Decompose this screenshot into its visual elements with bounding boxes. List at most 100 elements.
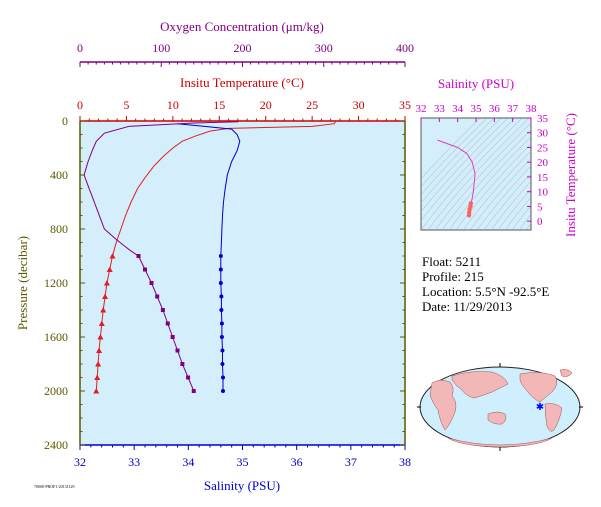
density-contour xyxy=(421,118,495,196)
float-location-marker: ✱ xyxy=(536,402,544,413)
temperature-data-point xyxy=(100,307,107,313)
temperature-data-point xyxy=(93,388,100,394)
ts-y-tick-label: 25 xyxy=(537,142,549,154)
salinity-axis: 32 33 34 35 36 37 38 xyxy=(74,444,411,469)
oxygen-tick-label: 200 xyxy=(234,41,252,55)
temperature-tick-label: 5 xyxy=(123,98,129,112)
temperature-data-point xyxy=(97,334,104,340)
date: Date: 11/29/2013 xyxy=(422,299,513,314)
oxygen-data-point xyxy=(186,375,191,380)
density-contour xyxy=(483,172,531,230)
ts-y-tick-label: 35 xyxy=(537,113,549,125)
ts-x-tick-label: 32 xyxy=(416,103,427,115)
oxygen-axis: 0 100 200 300 400 xyxy=(77,41,414,67)
float-info: Float: 5211 Profile: 215 Location: 5.5°N… xyxy=(422,254,549,314)
oxygen-data-point xyxy=(136,254,141,258)
temperature-tick-label: 0 xyxy=(77,98,83,112)
temperature-data-point xyxy=(95,361,102,367)
salinity-tick-label: 37 xyxy=(345,455,357,469)
oxygen-tick-label: 100 xyxy=(152,41,170,55)
ts-y-tick-label: 10 xyxy=(537,187,549,199)
salinity-tick-label: 36 xyxy=(291,455,303,469)
pressure-axis-label: Pressure (decibar) xyxy=(15,236,30,330)
ts-y-tick-label: 15 xyxy=(537,172,549,184)
density-contour xyxy=(421,118,502,204)
temperature-tick-label: 20 xyxy=(260,98,272,112)
ts-x-tick-label: 33 xyxy=(434,103,446,115)
salinity-data-point xyxy=(219,308,224,312)
oxygen-data-point xyxy=(175,348,180,353)
ts-x-tick-label: 34 xyxy=(452,103,464,115)
salinity-tick-label: 35 xyxy=(237,455,249,469)
density-contour xyxy=(441,129,531,230)
main-profile-plot xyxy=(79,120,406,446)
pressure-tick-label: 800 xyxy=(50,222,68,236)
ts-y-tick-label: 5 xyxy=(537,201,543,213)
ts-x-tick-label: 36 xyxy=(489,103,501,115)
pressure-axis: 0 400 800 1200 1600 2000 2400 xyxy=(44,114,406,452)
temperature-data-point xyxy=(109,253,116,259)
main-axes: 0 100 200 300 400 0 5 10 15 20 25 30 35 32 33 34 35 36 3… xyxy=(44,41,414,469)
temperature-tick-label: 10 xyxy=(167,98,179,112)
temperature-profile-line xyxy=(95,121,336,392)
density-contour xyxy=(421,118,509,213)
density-contour xyxy=(421,118,481,180)
salinity-data-point xyxy=(218,281,223,285)
temperature-tick-label: 15 xyxy=(213,98,225,112)
ts-y-tick-label: 0 xyxy=(537,216,543,228)
map-land xyxy=(429,369,573,448)
ts-ylabel: Insitu Temperature (°C) xyxy=(563,113,578,237)
float-id: Float: 5211 xyxy=(422,254,482,269)
ts-diagram: 32 33 34 35 36 37 38 0 5 10 15 20 25 30 35 xyxy=(416,103,549,231)
density-contour xyxy=(476,165,531,230)
salinity-profile-line xyxy=(177,123,241,391)
ts-x-tick-label: 37 xyxy=(507,103,519,115)
pressure-tick-label: 1600 xyxy=(44,330,68,344)
oxygen-data-point xyxy=(149,281,154,285)
location: Location: 5.5°N -92.5°E xyxy=(422,284,550,299)
pressure-tick-label: 2000 xyxy=(44,384,68,398)
density-contour xyxy=(427,118,530,230)
temperature-axis: 0 5 10 15 20 25 30 35 xyxy=(77,98,411,122)
density-contour xyxy=(434,122,531,230)
temperature-tick-label: 30 xyxy=(353,98,365,112)
salinity-data-point xyxy=(221,389,225,393)
temperature-data-point xyxy=(106,266,113,272)
salinity-data-point xyxy=(220,362,225,366)
oxygen-data-point xyxy=(170,335,175,339)
temperature-tick-label: 35 xyxy=(399,98,411,112)
pressure-tick-label: 1200 xyxy=(44,276,68,290)
salinity-data-point xyxy=(220,348,225,353)
oxygen-axis-label: Oxygen Concentration (μm/kg) xyxy=(160,19,324,34)
density-contour xyxy=(455,143,531,230)
temperature-data-point xyxy=(94,374,101,380)
density-contour xyxy=(448,136,531,230)
salinity-data-point xyxy=(219,321,224,326)
oxygen-data-point xyxy=(180,362,185,366)
ts-x-tick-label: 38 xyxy=(526,103,538,115)
salinity-data-point xyxy=(218,254,223,258)
density-contour xyxy=(518,213,531,230)
salinity-axis-label: Salinity (PSU) xyxy=(204,478,280,493)
temperature-data-point xyxy=(96,347,103,353)
oxygen-tick-label: 0 xyxy=(77,41,83,55)
main-plot-area xyxy=(79,120,406,446)
oxygen-tick-label: 400 xyxy=(396,41,414,55)
oxygen-data-point xyxy=(160,308,165,312)
density-contour xyxy=(497,188,531,230)
world-map: ✱ xyxy=(417,363,583,451)
oxygen-data-point xyxy=(155,294,160,299)
salinity-tick-label: 34 xyxy=(182,455,194,469)
density-contour xyxy=(421,118,523,230)
temperature-data-point xyxy=(98,320,105,326)
density-contour xyxy=(421,118,516,222)
salinity-data-point xyxy=(218,267,223,272)
salinity-data-point xyxy=(219,294,224,299)
salinity-tick-label: 38 xyxy=(399,455,411,469)
salinity-data-point xyxy=(221,375,225,380)
temperature-tick-label: 25 xyxy=(306,98,318,112)
pressure-tick-label: 0 xyxy=(62,114,68,128)
density-contour xyxy=(504,196,531,230)
profile-number: Profile: 215 xyxy=(422,269,484,284)
